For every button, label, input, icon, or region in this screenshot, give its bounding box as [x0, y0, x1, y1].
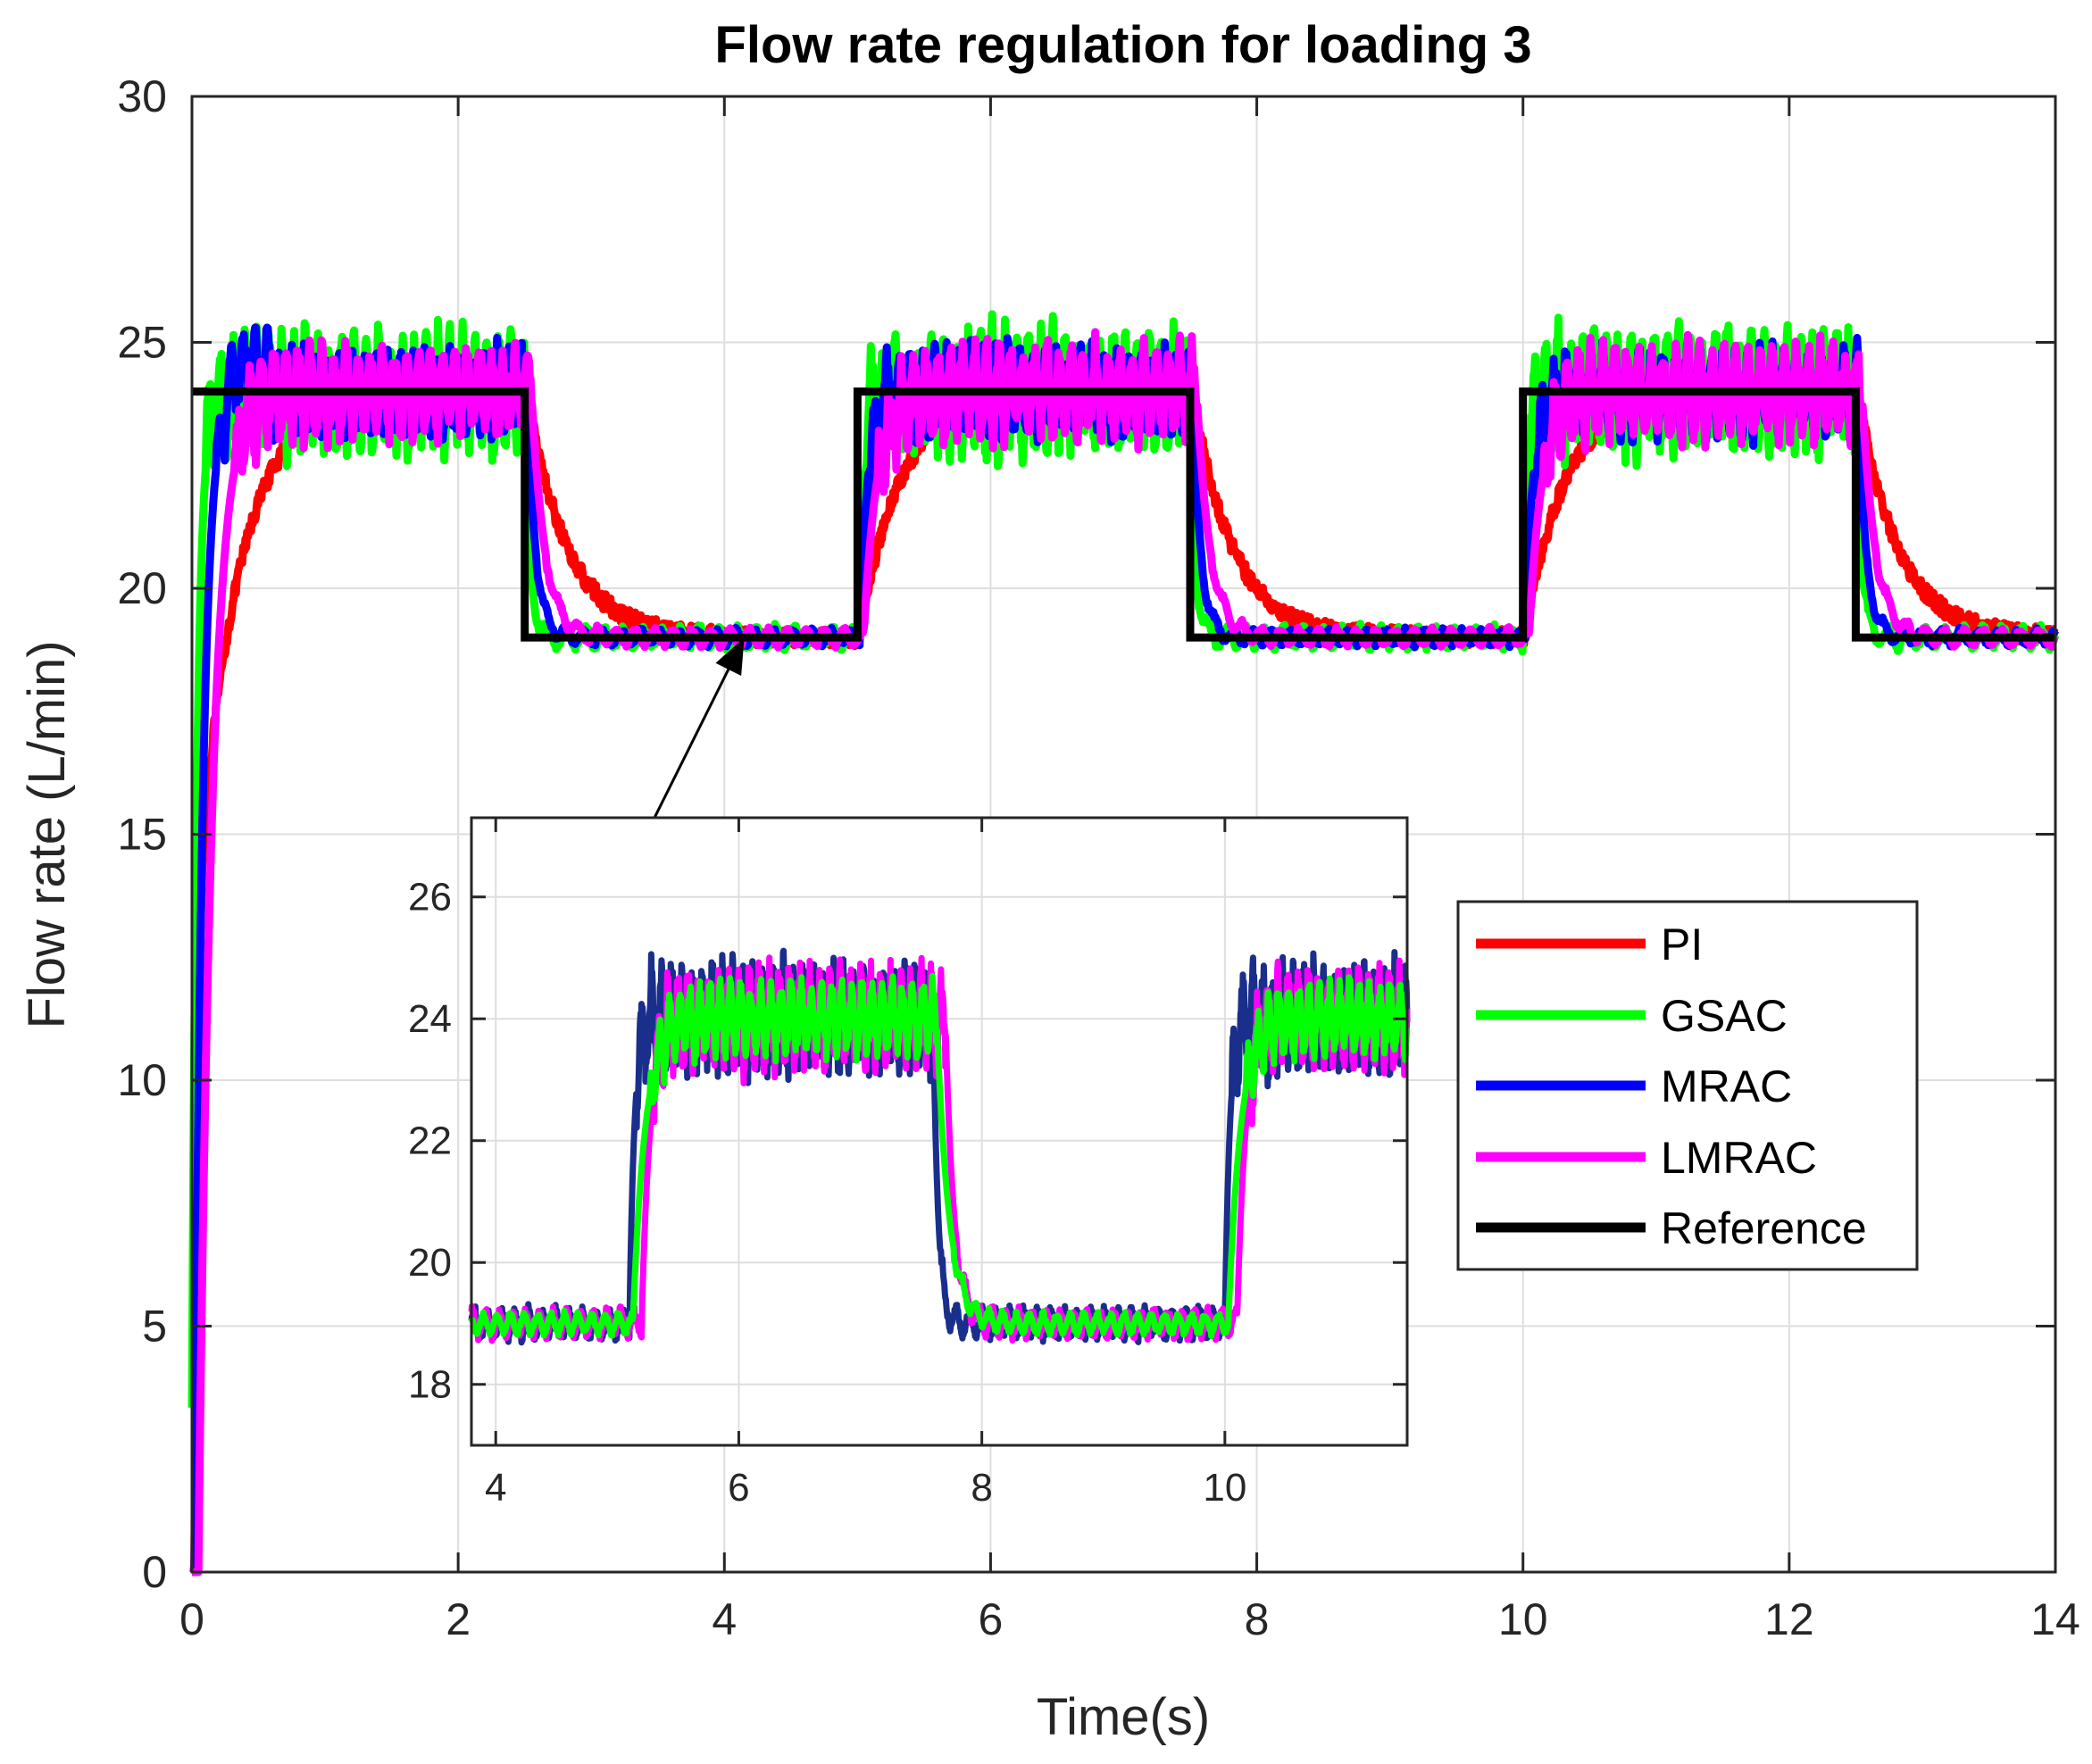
- x-axis-title: Time(s): [1037, 1688, 1210, 1746]
- inset-series-lmrac: [468, 954, 1411, 1344]
- y-tick-label-10: 10: [117, 1055, 167, 1105]
- inset-tick-layer: 4 6 8 10 18 20 22 24 26: [408, 818, 1407, 1510]
- series-reference: [192, 387, 2055, 642]
- inset-y-tick-label-18: 18: [408, 1363, 452, 1407]
- y-tick-label-5: 5: [142, 1302, 167, 1352]
- x-tick-label-6: 6: [979, 1594, 1004, 1644]
- series-lmrac: [188, 328, 2059, 1577]
- zoom-arrow-layer: [649, 637, 746, 826]
- zoom-arrow-head: [715, 637, 745, 677]
- legend-entry-pi: PI: [1476, 919, 1703, 969]
- x-tick-label-0: 0: [179, 1594, 204, 1644]
- y-tick-label-25: 25: [117, 318, 167, 368]
- y-axis-title: Flow rate (L/min): [18, 640, 76, 1028]
- inset-series-layer: [468, 947, 1411, 1346]
- y-tick-label-15: 15: [117, 810, 167, 860]
- inset-x-tick-label-6: 6: [728, 1466, 749, 1510]
- chart-title: Flow rate regulation for loading 3: [714, 16, 1531, 74]
- legend-label-pi: PI: [1661, 919, 1703, 969]
- inset-x-tick-label-8: 8: [971, 1466, 992, 1510]
- legend-entry-mrac: MRAC: [1476, 1061, 1792, 1111]
- legend-entry-reference: Reference: [1476, 1203, 1867, 1253]
- x-tick-label-4: 4: [712, 1594, 737, 1644]
- inset-y-tick-label-24: 24: [408, 997, 452, 1041]
- x-tick-label-2: 2: [446, 1594, 471, 1644]
- legend-entry-gsac: GSAC: [1476, 991, 1788, 1041]
- y-tick-label-0: 0: [142, 1547, 167, 1597]
- y-tick-label-20: 20: [117, 563, 167, 613]
- x-tick-label-14: 14: [2030, 1594, 2080, 1644]
- legend: PI GSAC MRAC LMRAC Reference: [1456, 900, 1919, 1271]
- main-series-layer: [188, 310, 2060, 1577]
- x-tick-label-8: 8: [1245, 1594, 1270, 1644]
- legend-label-lmrac: LMRAC: [1661, 1133, 1817, 1183]
- inset-y-tick-label-20: 20: [408, 1241, 452, 1285]
- legend-entry-lmrac: LMRAC: [1476, 1133, 1817, 1183]
- legend-label-gsac: GSAC: [1661, 991, 1788, 1041]
- inset-y-tick-label-22: 22: [408, 1119, 452, 1163]
- inset-series-gsac: [468, 972, 1410, 1339]
- inset-x-tick-label-4: 4: [485, 1466, 506, 1510]
- y-tick-label-30: 30: [117, 71, 167, 121]
- inset-x-tick-label-10: 10: [1203, 1466, 1246, 1510]
- legend-label-mrac: MRAC: [1661, 1061, 1792, 1111]
- legend-label-reference: Reference: [1661, 1203, 1867, 1253]
- x-tick-label-12: 12: [1764, 1594, 1814, 1644]
- x-tick-label-10: 10: [1498, 1594, 1548, 1644]
- inset-y-tick-label-26: 26: [408, 876, 452, 919]
- inset-plot-frame: [470, 816, 1409, 1447]
